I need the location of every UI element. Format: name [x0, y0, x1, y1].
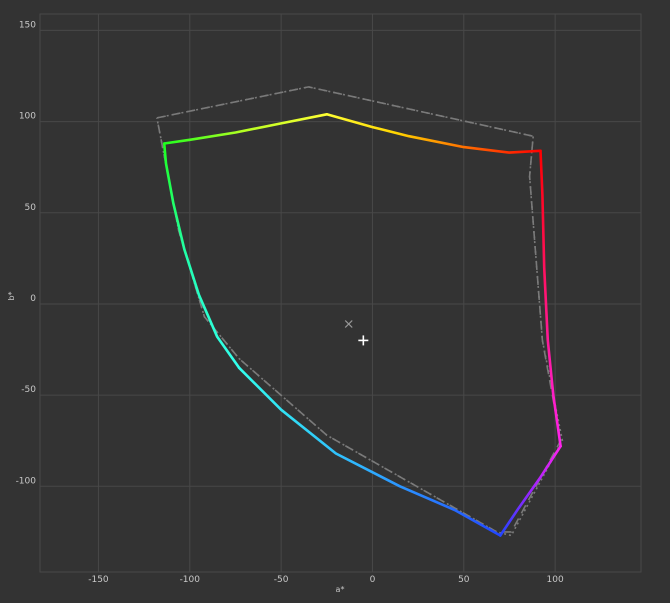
y-tick-label: 50 [25, 203, 37, 213]
y-tick-label: 0 [30, 294, 36, 304]
y-tick-label: 100 [19, 112, 36, 122]
white-point-markers [344, 320, 369, 346]
gamut-edge-red-yellow [325, 113, 542, 154]
x-tick-label: 50 [458, 575, 470, 585]
y-axis-label: b* [7, 291, 16, 300]
display-gamut [162, 113, 562, 537]
y-tick-label: 150 [19, 20, 36, 30]
reference-gamut-dotted [156, 86, 564, 537]
plot-frame [39, 13, 642, 573]
x-tick-label: -150 [88, 575, 109, 585]
gamut-edge-yellow-green [162, 113, 329, 145]
reference-white-point-x-marker [344, 320, 353, 328]
x-tick-label: 0 [370, 575, 376, 585]
gamut-edge-cyan-blue [237, 366, 502, 537]
gamut-edge-blue-magenta [498, 444, 562, 537]
x-tick-label: -100 [180, 575, 201, 585]
tick-labels: -150 -100 -50 0 50 100 150 100 50 0 -50 -100 [16, 20, 564, 585]
x-tick-label: 100 [547, 575, 564, 585]
grid-lines [39, 13, 642, 573]
y-tick-label: -100 [16, 476, 37, 486]
y-tick-label: -50 [21, 385, 36, 395]
white-point-plus-marker [358, 335, 369, 346]
x-axis-label: a* [336, 585, 345, 594]
gamut-edge-green-cyan [162, 142, 241, 370]
reference-gamut [156, 86, 564, 537]
x-tick-label: -50 [274, 575, 289, 585]
reference-gamut-dashed [156, 86, 562, 533]
gamut-edge-magenta-red [539, 149, 562, 448]
